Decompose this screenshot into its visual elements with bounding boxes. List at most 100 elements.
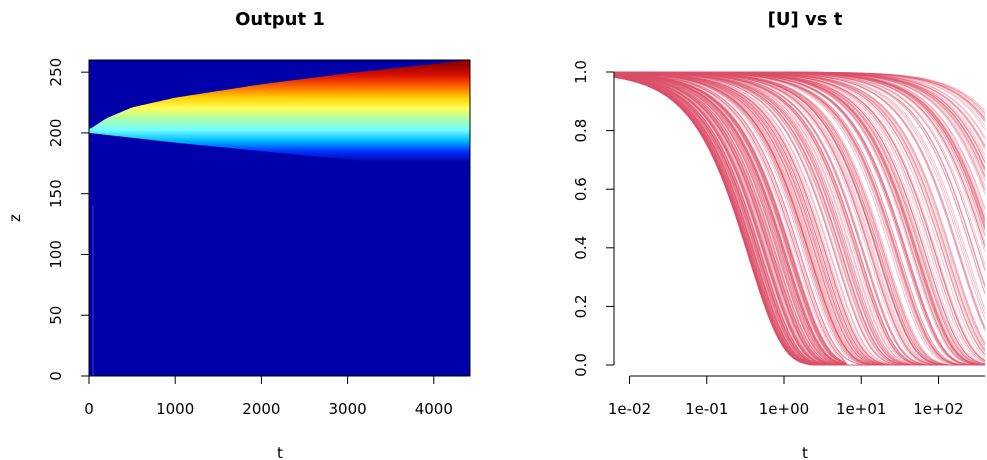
u-curve (614, 71, 985, 366)
u-curve (614, 72, 985, 366)
u-curve (614, 71, 985, 122)
u-curve (614, 76, 985, 366)
heatmap-gradient-band (89, 60, 470, 170)
u-curve (614, 73, 985, 366)
u-curve (614, 71, 985, 160)
u-curve (614, 71, 985, 243)
u-curve (614, 71, 985, 365)
u-curve (614, 71, 985, 366)
u-curve (614, 75, 985, 366)
u-curve (614, 74, 985, 366)
u-curve (614, 74, 985, 366)
u-curve (614, 71, 985, 366)
u-curve (614, 71, 985, 247)
u-curve (614, 71, 985, 119)
u-curve (614, 73, 985, 366)
u-curve (614, 71, 985, 232)
u-curve (614, 71, 985, 366)
u-curve (614, 71, 985, 366)
u-curve (614, 75, 985, 366)
u-curve (614, 71, 985, 113)
u-curve (614, 71, 985, 366)
u-curve (614, 76, 985, 366)
u-curve (614, 76, 985, 366)
u-curve (614, 74, 985, 366)
u-curve (614, 76, 985, 366)
u-curve (614, 71, 985, 366)
u-curve (614, 71, 985, 361)
u-curve (614, 71, 985, 366)
u-curve (614, 72, 985, 366)
u-curve (614, 72, 985, 366)
y-tick-label: 0.8 (572, 119, 590, 143)
u-curve (614, 73, 985, 366)
heatmap-left-edge (92, 205, 94, 376)
u-curve (614, 72, 985, 366)
u-curve (614, 73, 985, 366)
u-curve (614, 71, 985, 365)
u-curve (614, 72, 985, 366)
u-curve (614, 72, 985, 366)
u-curve (614, 71, 985, 366)
u-curve (614, 71, 985, 366)
u-curve (614, 71, 985, 366)
u-curve (614, 76, 985, 366)
u-curve (614, 72, 985, 366)
u-curve (614, 73, 985, 366)
u-curve (614, 71, 985, 192)
u-curve (614, 74, 985, 366)
u-curve (614, 71, 985, 362)
u-curve (614, 71, 985, 345)
u-curve (614, 76, 985, 366)
u-curve (614, 71, 985, 358)
u-curve (614, 75, 985, 366)
u-curve (614, 71, 985, 116)
u-curve (614, 72, 985, 366)
u-curve (614, 72, 985, 366)
u-curve (614, 71, 985, 288)
u-curve (614, 73, 985, 366)
u-curve (614, 74, 985, 366)
x-tick-label: 1e+01 (836, 400, 886, 418)
x-tick-label: 2000 (242, 400, 280, 418)
u-curve (614, 71, 985, 220)
u-curve (614, 71, 985, 366)
u-curve (614, 76, 985, 366)
u-curve (614, 76, 985, 366)
u-curve (614, 71, 985, 366)
u-curve (614, 72, 985, 366)
u-curve (614, 75, 985, 366)
u-curve (614, 72, 985, 366)
u-curve (614, 73, 985, 366)
u-curve (614, 71, 985, 366)
u-curve (614, 76, 985, 366)
u-curve (614, 71, 985, 366)
u-curve (614, 71, 985, 191)
u-curve (614, 75, 985, 366)
u-curve (614, 75, 985, 366)
u-curve (614, 71, 985, 163)
u-curve (614, 73, 985, 366)
u-curve (614, 71, 985, 366)
u-curve (614, 71, 985, 366)
u-curve (614, 73, 985, 366)
u-curve (614, 74, 985, 366)
u-curve (614, 75, 985, 366)
u-curve (614, 76, 985, 366)
chart-title-right: [U] vs t (768, 9, 843, 30)
u-curve (614, 75, 985, 366)
u-curve (614, 76, 985, 366)
u-curve (614, 71, 985, 209)
y-tick-label: 100 (47, 240, 65, 269)
u-curve (614, 71, 985, 366)
u-curve (614, 71, 985, 366)
u-curve (614, 76, 985, 366)
u-curve (614, 76, 985, 366)
u-curve (614, 75, 985, 366)
u-curve (614, 72, 985, 366)
u-curve (614, 71, 985, 223)
curve-family (614, 71, 985, 366)
u-curve (614, 71, 985, 182)
u-curve (614, 72, 985, 366)
